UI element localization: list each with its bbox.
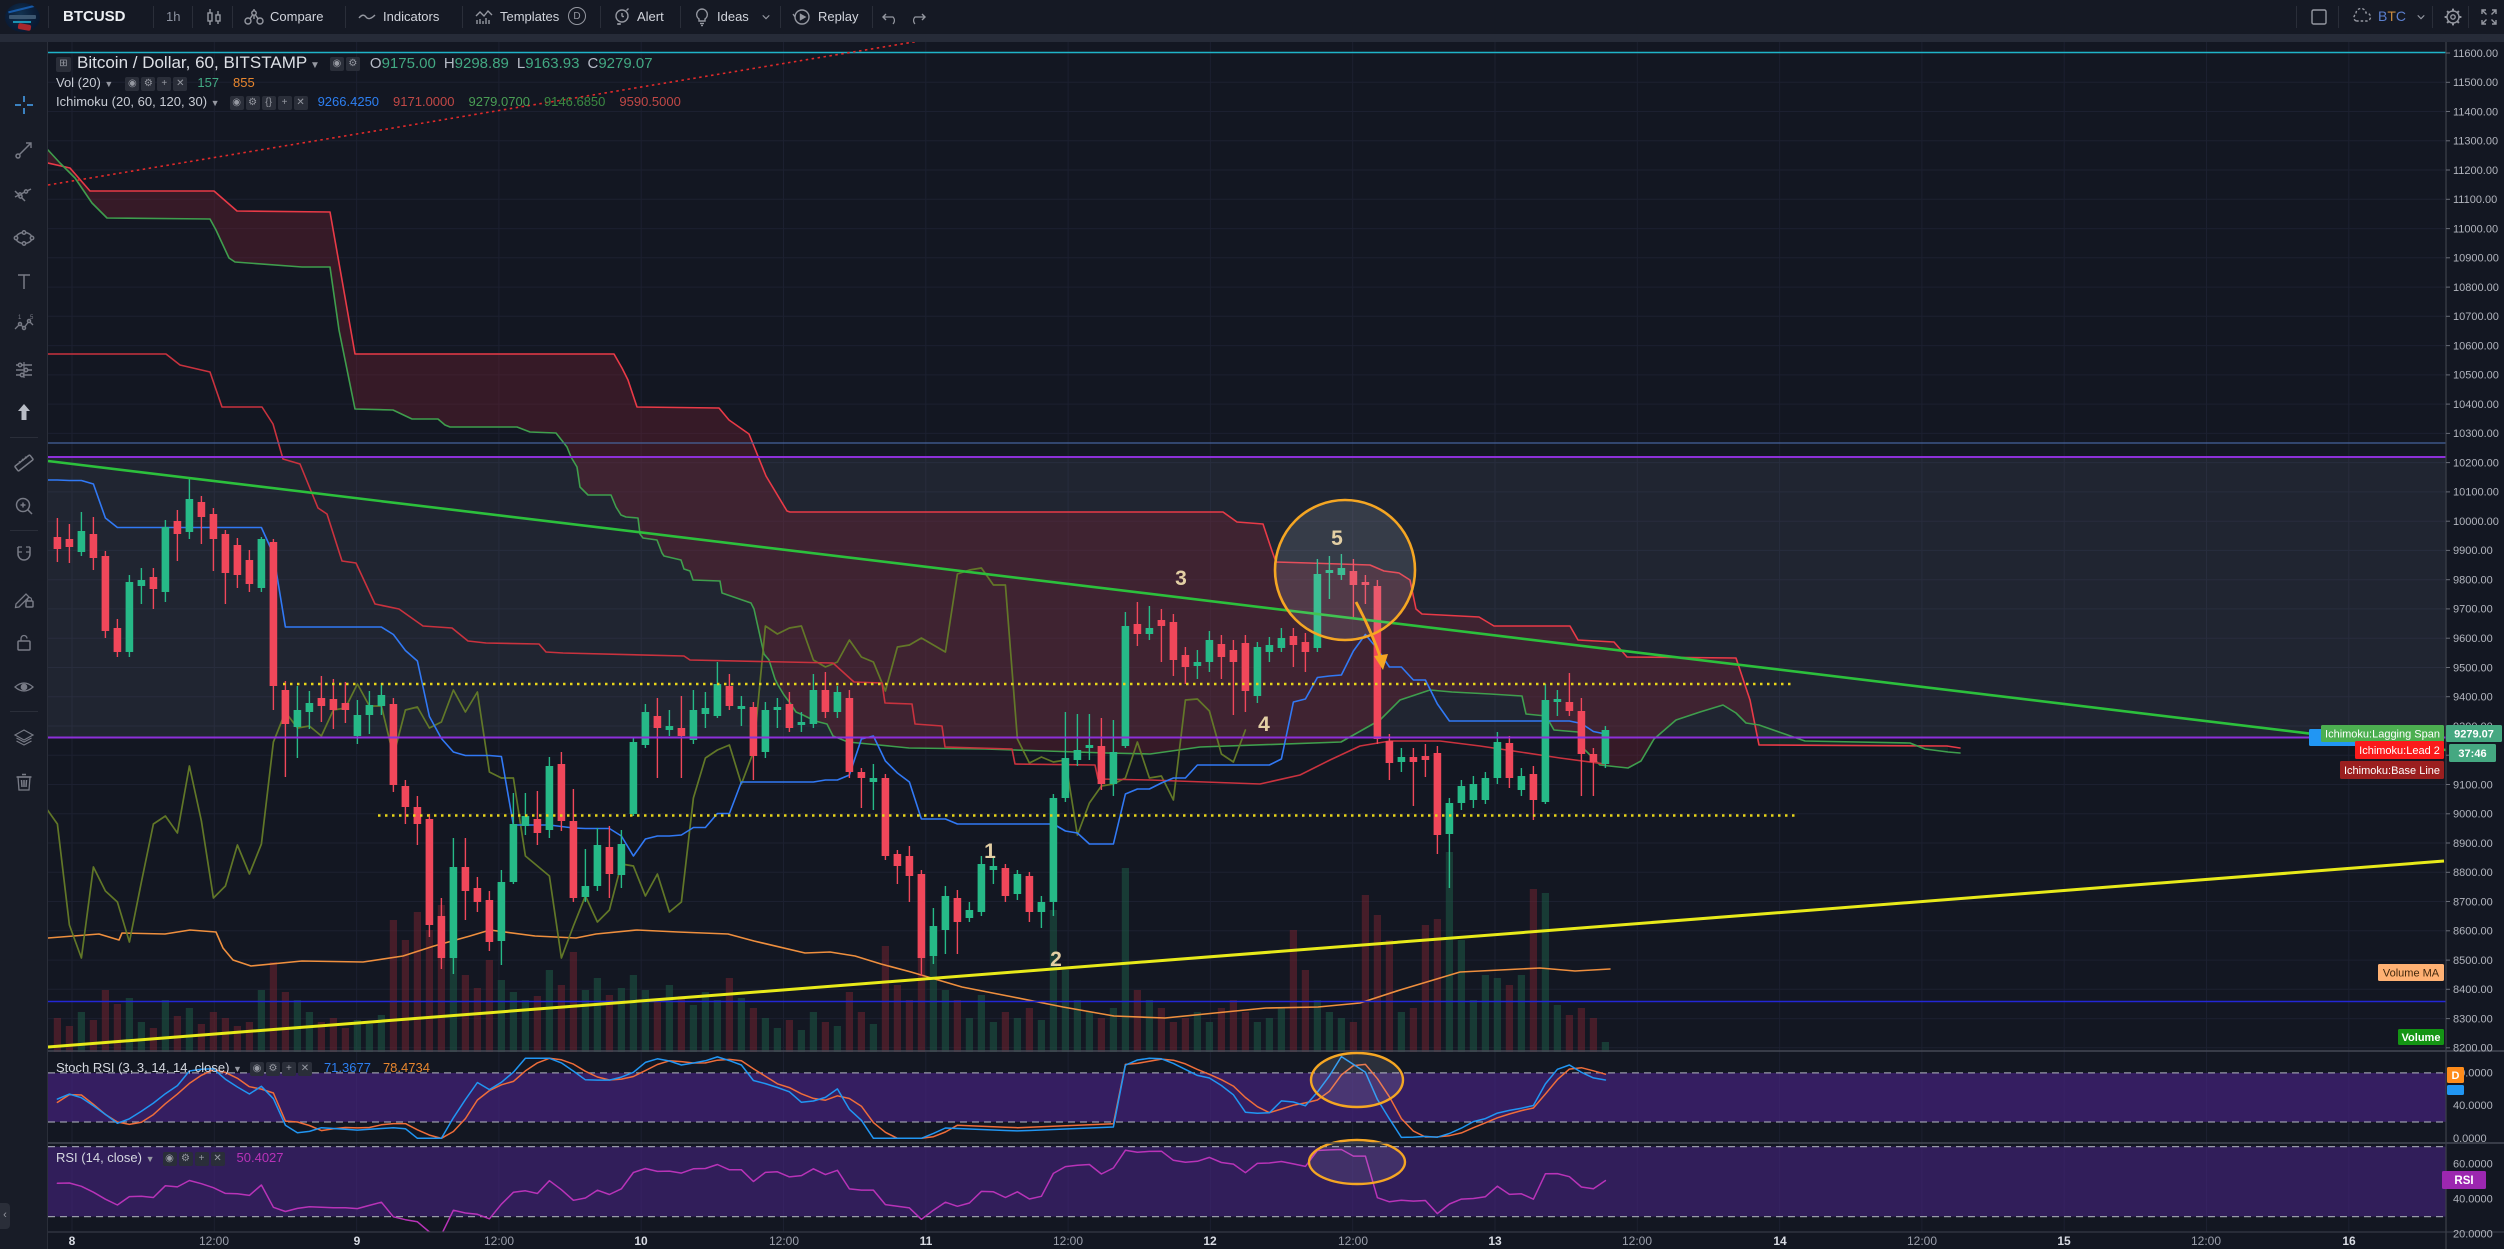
svg-text:1: 1 (984, 840, 996, 863)
svg-text:9900.00: 9900.00 (2453, 545, 2493, 557)
svg-text:RSI: RSI (2454, 1175, 2473, 1187)
svg-text:40.0000: 40.0000 (2453, 1100, 2493, 1112)
svg-text:10500.00: 10500.00 (2453, 370, 2499, 382)
svg-text:10800.00: 10800.00 (2453, 282, 2499, 294)
svg-text:9600.00: 9600.00 (2453, 633, 2493, 645)
svg-text:8200.00: 8200.00 (2453, 1043, 2493, 1055)
svg-text:5: 5 (30, 315, 34, 321)
svg-text:8900.00: 8900.00 (2453, 838, 2493, 850)
svg-text:D: D (2452, 1070, 2460, 1082)
svg-text:10900.00: 10900.00 (2453, 253, 2499, 265)
svg-text:10700.00: 10700.00 (2453, 311, 2499, 323)
svg-text:11600.00: 11600.00 (2453, 48, 2498, 60)
svg-text:10300.00: 10300.00 (2453, 428, 2499, 440)
svg-text:11400.00: 11400.00 (2453, 106, 2498, 118)
svg-text:2: 2 (1050, 948, 1062, 971)
svg-text:Ichimoku:Lead 2: Ichimoku:Lead 2 (2359, 745, 2440, 757)
svg-text:11500.00: 11500.00 (2453, 77, 2498, 89)
svg-text:8800.00: 8800.00 (2453, 867, 2493, 879)
svg-text:9700.00: 9700.00 (2453, 604, 2493, 616)
svg-text:8400.00: 8400.00 (2453, 984, 2493, 996)
svg-text:0.0000: 0.0000 (2453, 1133, 2487, 1145)
svg-text:11000.00: 11000.00 (2453, 223, 2498, 235)
svg-text:37:46: 37:46 (2458, 748, 2486, 760)
svg-text:11300.00: 11300.00 (2453, 136, 2498, 148)
svg-text:10400.00: 10400.00 (2453, 399, 2499, 411)
svg-text:8700.00: 8700.00 (2453, 896, 2493, 908)
svg-text:Ichimoku:Base Line: Ichimoku:Base Line (2344, 765, 2440, 777)
svg-text:40.0000: 40.0000 (2453, 1194, 2493, 1206)
svg-text:11100.00: 11100.00 (2453, 194, 2497, 206)
svg-text:1: 1 (18, 315, 22, 321)
svg-text:3: 3 (1175, 567, 1187, 590)
svg-text:Volume: Volume (2402, 1032, 2441, 1044)
svg-text:10600.00: 10600.00 (2453, 340, 2499, 352)
svg-text:9000.00: 9000.00 (2453, 809, 2493, 821)
svg-text:60.0000: 60.0000 (2453, 1159, 2493, 1171)
svg-text:8600.00: 8600.00 (2453, 926, 2493, 938)
svg-text:Volume MA: Volume MA (2383, 968, 2440, 980)
svg-text:9279.07: 9279.07 (2454, 729, 2494, 741)
svg-text:4: 4 (1258, 713, 1270, 736)
svg-text:10000.00: 10000.00 (2453, 516, 2499, 528)
svg-text:9100.00: 9100.00 (2453, 779, 2493, 791)
svg-text:20.0000: 20.0000 (2453, 1229, 2493, 1241)
svg-text:5: 5 (1331, 527, 1343, 550)
svg-text:9800.00: 9800.00 (2453, 575, 2493, 587)
svg-text:9400.00: 9400.00 (2453, 692, 2493, 704)
svg-text:10200.00: 10200.00 (2453, 457, 2499, 469)
svg-text:8300.00: 8300.00 (2453, 1013, 2493, 1025)
svg-text:10100.00: 10100.00 (2453, 487, 2499, 499)
svg-text:8500.00: 8500.00 (2453, 955, 2493, 967)
svg-text:9500.00: 9500.00 (2453, 662, 2493, 674)
svg-text:11200.00: 11200.00 (2453, 165, 2498, 177)
svg-text:Ichimoku:Lagging Span: Ichimoku:Lagging Span (2325, 729, 2440, 741)
